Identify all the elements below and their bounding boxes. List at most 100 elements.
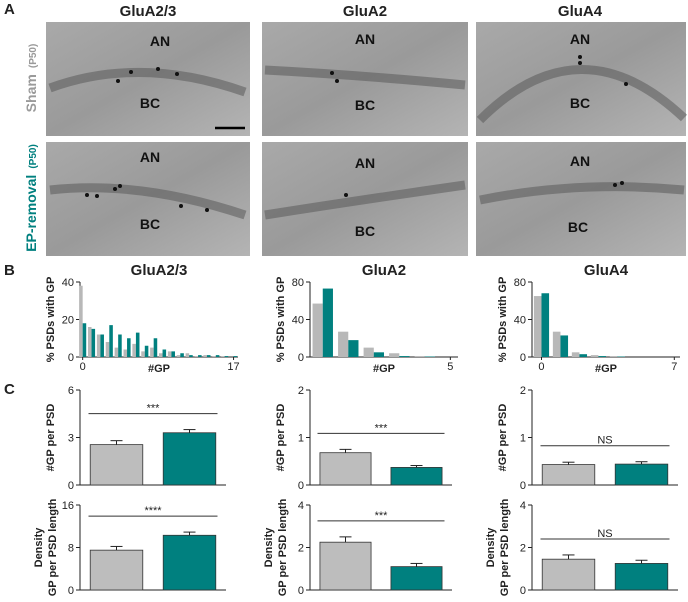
histogram-bar — [180, 353, 184, 357]
panel-label: C — [4, 381, 15, 398]
histogram-bar — [91, 328, 96, 357]
y-axis-label: GP per PSD length — [277, 498, 289, 596]
micrograph-label: BC — [355, 223, 375, 239]
synapse — [479, 182, 685, 205]
histogram-bar — [389, 353, 400, 357]
row-label-text: EP-removal (P50) — [23, 144, 39, 252]
histogram-bar — [571, 352, 580, 357]
y-tick-label: 4 — [298, 500, 304, 512]
histogram-bar — [338, 331, 349, 357]
y-axis-label: #GP per PSD — [45, 404, 57, 472]
micrograph-label: BC — [355, 97, 375, 113]
y-tick-label: 0 — [520, 480, 526, 492]
micrograph-label: AN — [355, 155, 375, 171]
histogram-bar — [150, 347, 154, 357]
micrograph-label: AN — [570, 31, 590, 47]
synapse — [48, 67, 247, 97]
row-label-text: Sham (P50) — [23, 44, 39, 113]
panel-label: A — [4, 1, 15, 18]
micrograph-label: BC — [568, 219, 588, 235]
y-axis-label: % PSDs with GP — [497, 277, 509, 363]
micrograph-label: AN — [150, 33, 170, 49]
micrograph-label: AN — [140, 149, 160, 165]
x-axis-label: #GP — [148, 363, 170, 375]
histogram-bar — [363, 347, 374, 357]
significance-label: *** — [375, 422, 389, 434]
chart-title: GluA4 — [584, 262, 629, 279]
bar — [162, 432, 217, 486]
histogram-bar — [123, 349, 128, 357]
chart-title: GluA2/3 — [131, 262, 188, 279]
y-tick-label: 0 — [68, 352, 74, 364]
histogram-bar — [114, 347, 119, 357]
bar — [541, 558, 596, 591]
y-tick-label: 20 — [62, 315, 74, 327]
histogram-bar — [541, 293, 550, 357]
histogram-bar — [135, 332, 140, 357]
y-tick-label: 1 — [520, 433, 526, 445]
histogram-bar — [221, 356, 225, 357]
y-axis-label: GP per PSD length — [499, 498, 511, 596]
histogram-bar — [198, 355, 202, 357]
y-tick-label: 0 — [298, 352, 304, 364]
histogram-bar — [153, 338, 158, 357]
histogram-bar — [206, 355, 211, 357]
y-tick-label: 40 — [62, 277, 74, 289]
y-tick-label: 0 — [520, 585, 526, 597]
histogram-bar — [109, 325, 113, 357]
significance-label: *** — [147, 403, 161, 415]
y-tick-label: 4 — [520, 500, 526, 512]
histogram-bar — [203, 355, 207, 357]
y-axis-label: #GP per PSD — [497, 404, 509, 472]
x-tick-label: 5 — [447, 361, 453, 373]
x-tick-label: 0 — [538, 361, 544, 373]
column-title: GluA2 — [343, 3, 387, 20]
significance-label: **** — [144, 505, 162, 517]
histogram-bar — [159, 353, 163, 357]
micrograph-label: AN — [355, 31, 375, 47]
histogram-bar — [171, 351, 175, 357]
histogram-bar — [144, 345, 149, 357]
bar — [89, 444, 144, 486]
bar — [390, 467, 443, 486]
chart-title: GluA2 — [362, 262, 406, 279]
bar — [89, 549, 144, 591]
y-axis-label: % PSDs with GP — [275, 277, 287, 363]
histogram-bar — [590, 355, 599, 357]
synapse — [264, 180, 466, 220]
histogram-bar — [598, 356, 606, 357]
histogram-bar — [100, 334, 104, 357]
significance-label: NS — [597, 528, 612, 540]
y-axis-label: Density — [485, 527, 497, 568]
bar — [319, 452, 372, 486]
histogram-bar — [552, 331, 561, 357]
bar — [319, 541, 372, 591]
y-tick-label: 6 — [68, 385, 74, 397]
histogram-bar — [167, 351, 172, 357]
y-axis-label: GP per PSD length — [47, 498, 59, 596]
row-label-main: Sham — [23, 74, 39, 112]
histogram-bar — [141, 351, 145, 357]
histogram-bar — [312, 303, 323, 357]
synapse — [476, 65, 688, 124]
histogram-bar — [105, 342, 110, 357]
histogram-bar — [87, 327, 92, 357]
micrographs: AN BC AN BC AN BC AN BC AN BC AN BC — [46, 22, 688, 256]
histogram-bar — [127, 338, 131, 357]
x-tick-label: 0 — [80, 361, 86, 373]
y-axis-label: Density — [263, 527, 275, 568]
row-label-sub: (P50) — [28, 144, 39, 168]
x-tick-label: 7 — [671, 361, 677, 373]
y-tick-label: 0 — [520, 352, 526, 364]
histogram-bar — [322, 288, 333, 357]
micrograph-label: BC — [140, 95, 160, 111]
histogram-bar — [194, 356, 199, 357]
micrograph-label: AN — [570, 153, 590, 169]
y-tick-label: 80 — [514, 277, 526, 289]
y-axis-label: #GP per PSD — [275, 404, 287, 472]
histogram-bar — [79, 285, 83, 357]
y-tick-label: 2 — [520, 543, 526, 555]
histogram-bar — [118, 334, 122, 357]
histogram-bar — [215, 355, 220, 357]
